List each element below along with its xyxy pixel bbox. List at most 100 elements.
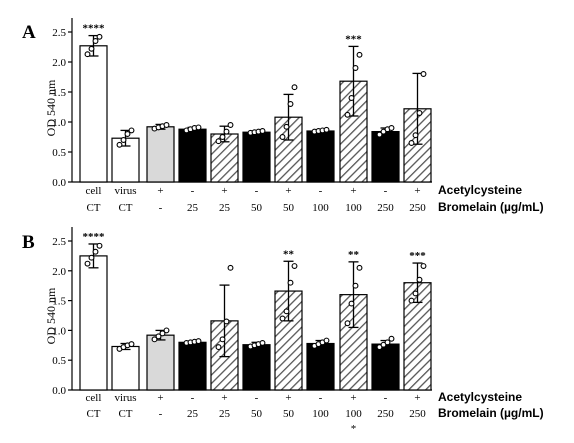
panel-A: A OD 540 nm 0.0 0.5 1.0 1.5 2.0 2.5 **** cell CT vi…	[22, 18, 544, 214]
data-point	[223, 128, 230, 135]
row-title-bromelain: Bromelain (µg/mL)	[438, 200, 544, 214]
category-label-row2: -	[159, 408, 163, 420]
significance-label: ****	[83, 23, 106, 35]
bar	[79, 255, 108, 391]
category-label-row1: virus	[115, 185, 137, 197]
category-label-row1: -	[319, 392, 323, 404]
data-point	[287, 279, 294, 286]
data-point	[420, 263, 427, 269]
data-point	[92, 38, 99, 44]
data-point	[348, 300, 355, 307]
data-point	[412, 132, 419, 139]
category-label-row1: +	[157, 392, 163, 404]
category-label-row2: CT	[86, 408, 100, 420]
y-tick-label: 0.5	[52, 147, 66, 159]
bar	[178, 128, 207, 183]
data-point	[159, 330, 166, 337]
data-point	[416, 276, 423, 283]
bar	[146, 126, 175, 183]
bar	[371, 131, 400, 183]
panel-label: B	[22, 232, 35, 253]
category-label-row2: 250	[409, 408, 426, 420]
data-point	[352, 282, 359, 289]
category-label-row1: +	[414, 185, 420, 197]
data-point	[283, 123, 290, 130]
category-label-row2: 25	[187, 202, 199, 214]
row-title-acetylcysteine: Acetylcysteine	[438, 183, 522, 197]
category-label-row1: -	[384, 185, 388, 197]
significance-label: **	[348, 249, 360, 261]
data-point	[259, 128, 266, 134]
data-point	[356, 264, 363, 271]
extra-label: *	[351, 423, 357, 435]
data-point	[344, 111, 351, 118]
category-label-row1: -	[191, 185, 195, 197]
category-label-row1: +	[285, 392, 291, 404]
data-point	[163, 327, 170, 334]
category-label-row2: CT	[118, 408, 132, 420]
category-label-row2: CT	[86, 202, 100, 214]
data-point	[348, 95, 355, 101]
data-point	[84, 260, 91, 267]
data-point	[128, 341, 135, 348]
category-label-row1: -	[191, 392, 195, 404]
category-label-row1: -	[255, 392, 259, 404]
panel-B: BOD 540 nm0.00.51.01.52.02.5 ****cellCTvi…	[22, 227, 544, 435]
category-label-row1: virus	[115, 392, 137, 404]
data-point	[408, 297, 415, 304]
data-point	[412, 290, 419, 297]
data-point	[219, 134, 226, 140]
data-point	[259, 339, 266, 346]
y-tick-label: 0.0	[52, 385, 66, 397]
data-point	[388, 125, 395, 131]
y-tick-label: 2.0	[52, 57, 66, 69]
panel-label: A	[22, 22, 36, 43]
category-label-row1: +	[157, 185, 163, 197]
data-point	[96, 33, 103, 40]
category-label-row2: 50	[251, 202, 263, 214]
bar	[242, 131, 271, 183]
category-label-row2: 100	[345, 408, 362, 420]
significance-label: **	[283, 248, 295, 260]
category-label-row2: 100	[312, 202, 329, 214]
data-point	[219, 336, 226, 343]
data-point	[84, 51, 91, 58]
data-point	[215, 344, 222, 351]
data-point	[388, 335, 395, 342]
category-label-row2: 100	[312, 408, 329, 420]
y-axis-label: OD 540 nm	[44, 287, 58, 344]
category-label-row2: -	[159, 202, 163, 214]
data-point	[155, 333, 162, 340]
data-point	[227, 122, 234, 128]
bar	[371, 343, 400, 391]
data-point	[88, 45, 95, 52]
category-label-row2: 50	[251, 408, 263, 420]
data-point	[384, 339, 391, 346]
data-point	[420, 71, 427, 77]
data-point	[416, 110, 423, 116]
data-point	[344, 320, 351, 327]
category-label-row2: 25	[187, 408, 199, 420]
category-label-row2: 25	[219, 202, 231, 214]
data-point	[291, 263, 298, 269]
data-point	[227, 264, 234, 271]
y-tick-label: 1.5	[52, 87, 66, 99]
y-tick-label: 2.5	[52, 27, 66, 39]
y-tick-label: 0.5	[52, 355, 66, 367]
data-point	[283, 308, 290, 315]
data-point	[124, 131, 131, 137]
bar	[178, 341, 207, 391]
category-label-row1: cell	[86, 392, 102, 404]
data-point	[376, 131, 383, 138]
category-label-row2: 50	[283, 408, 295, 420]
data-point	[128, 127, 135, 134]
category-label-row2: CT	[118, 202, 132, 214]
data-point	[195, 338, 202, 345]
category-label-row2: 250	[377, 202, 394, 214]
y-tick-label: 1.0	[52, 117, 66, 129]
category-label-row1: +	[350, 392, 356, 404]
data-point	[408, 140, 415, 146]
bar	[306, 342, 335, 391]
data-point	[96, 242, 103, 249]
data-point	[120, 137, 127, 143]
